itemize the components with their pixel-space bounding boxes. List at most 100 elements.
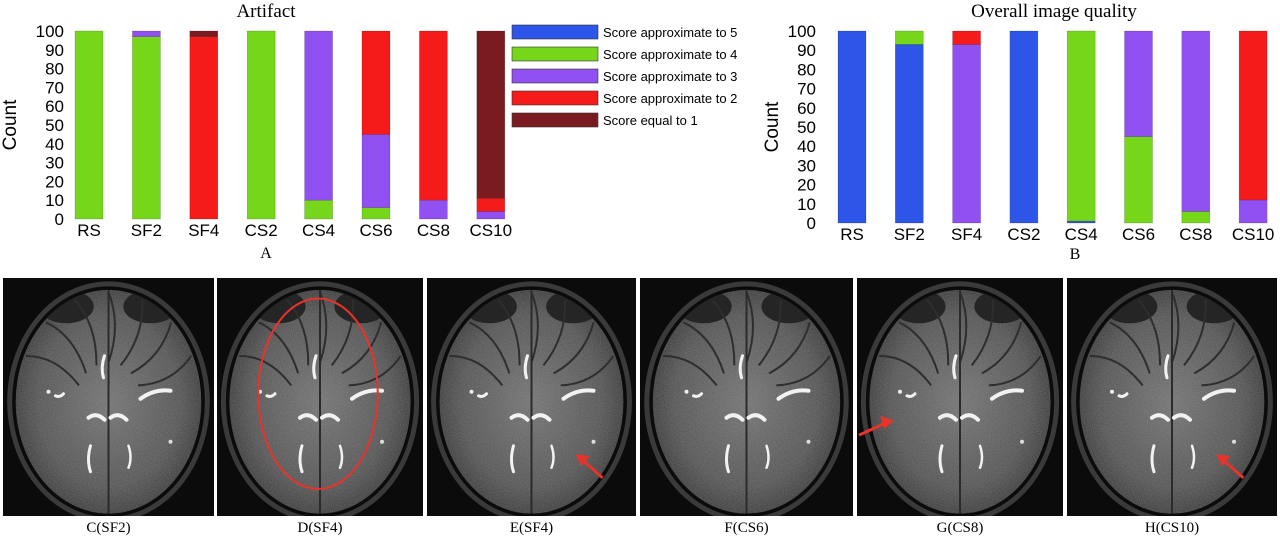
y-tick-label: 70 [797, 80, 816, 99]
legend-swatch [511, 68, 599, 84]
scalp-outline [7, 281, 210, 516]
charts-area: Artifact Count 0 10 20 30 40 50 60 70 80 90 100 RS SF2… [0, 1, 1274, 263]
bar-segment-score5 [837, 30, 867, 224]
scalp-outline [860, 281, 1060, 516]
y-axis-label: Count [0, 99, 21, 150]
legend-swatch [511, 46, 599, 62]
bar-segment-score4 [304, 199, 333, 220]
image-caption: D(SF4) [297, 520, 343, 536]
brain-tissue [652, 289, 841, 514]
x-tick-label: CS10 [470, 221, 513, 240]
x-tick-label: CS8 [417, 221, 450, 240]
y-tick-label: 70 [45, 78, 64, 97]
brain-mra-image [640, 278, 853, 516]
y-tick-label: 30 [797, 156, 816, 175]
bar-segment-score3 [132, 30, 161, 37]
y-tick-label: 100 [36, 22, 64, 41]
legend-swatch [511, 112, 599, 128]
scalp-outline [220, 281, 420, 516]
bright-vessels [898, 354, 1024, 474]
panel-label: A [260, 245, 272, 262]
bar-segment-score3 [1124, 30, 1153, 137]
y-tick-label: 40 [797, 137, 816, 156]
bar-segment-score3 [419, 199, 448, 220]
bar-segment-score2 [361, 30, 391, 135]
y-tick-label: 80 [45, 60, 64, 79]
image-caption: C(SF2) [86, 520, 131, 536]
brain-mra-image [3, 278, 214, 516]
chart-title: Artifact [236, 1, 296, 22]
panel-label: B [1070, 246, 1081, 263]
bar-segment-score2 [189, 36, 219, 220]
x-tick-label: SF2 [894, 225, 925, 244]
bar-segment-score3 [1238, 199, 1268, 224]
brain-tissue [869, 289, 1051, 514]
x-tick-label: CS10 [1232, 225, 1275, 244]
bar-segment-score4 [246, 30, 276, 220]
bar-segment-score3 [1181, 30, 1211, 212]
image-caption: G(CS8) [936, 520, 984, 536]
image-panel-h: H(CS10) [1067, 278, 1277, 544]
y-tick-label: 10 [797, 195, 816, 214]
chart-title: Overall image quality [971, 1, 1137, 22]
bar-segment-score3 [304, 30, 333, 201]
y-tick-label: 20 [797, 176, 816, 195]
x-tick-label: CS2 [245, 221, 278, 240]
y-tick-label: 90 [797, 41, 816, 60]
image-panel-f: F(CS6) [640, 278, 853, 544]
x-tick-label: SF4 [951, 225, 982, 244]
bright-vessels [684, 354, 811, 474]
y-tick-label: 50 [45, 116, 64, 135]
x-tick-label: CS2 [1007, 225, 1040, 244]
bar-segment-score4 [1124, 136, 1153, 224]
bar-segment-score1 [476, 30, 506, 199]
x-tick-label: RS [840, 225, 864, 244]
y-tick-label: 90 [45, 41, 64, 60]
y-axis-label: Count [762, 101, 783, 152]
x-tick-label: CS4 [1065, 225, 1098, 244]
image-panel-c: C(SF2) [3, 278, 214, 544]
x-tick-label: SF4 [188, 221, 219, 240]
bright-vessels [469, 354, 596, 474]
bar-segment-score3 [952, 44, 981, 224]
y-tick-label: 100 [788, 22, 816, 41]
image-caption: H(CS10) [1144, 520, 1200, 536]
x-tick-label: CS4 [302, 221, 335, 240]
chart-overall-image-quality: Overall image quality Count 01020304050607… [762, 1, 1274, 263]
image-panel-g: G(CS8) [857, 278, 1063, 544]
y-tick-label: 40 [45, 135, 64, 154]
mra-image-row: C(SF2) D(SF4) E(SF4) F(CS6) G(CS8) H(CS1… [0, 278, 1280, 544]
y-tick-label: 60 [797, 99, 816, 118]
bar-segment-score2 [476, 198, 506, 212]
bar-segment-score4 [1066, 30, 1096, 222]
bar-segment-score4 [894, 30, 924, 45]
legend-swatch [511, 24, 599, 40]
brain-mra-image [217, 278, 423, 516]
bar-segment-score2 [952, 30, 981, 45]
y-tick-label: 80 [797, 60, 816, 79]
y-tick-label: 50 [797, 118, 816, 137]
bright-vessels [46, 354, 173, 474]
brain-tissue [15, 289, 202, 514]
image-caption: F(CS6) [724, 520, 769, 536]
bar-segment-score4 [132, 36, 161, 220]
image-panel-e: E(SF4) [427, 278, 636, 544]
bar-segment-score1 [189, 30, 219, 37]
red-arrow-icon [575, 454, 604, 480]
x-tick-label: CS6 [1122, 225, 1155, 244]
scalp-outline [1071, 281, 1273, 516]
legend-label: Score approximate to 3 [603, 69, 737, 84]
bar-segment-score2 [1238, 30, 1268, 201]
y-tick-label: 60 [45, 97, 64, 116]
bar-segment-score2 [419, 30, 448, 201]
chart-legend: Score approximate to 5 Score approximate … [511, 24, 737, 128]
red-arrow-icon [1216, 454, 1245, 480]
y-tick-label: 30 [45, 154, 64, 173]
bar-segment-score5 [894, 44, 924, 224]
y-tick-label: 0 [807, 214, 816, 233]
x-tick-label: RS [77, 221, 101, 240]
artifact-ellipse-marker [257, 297, 379, 490]
image-caption: E(SF4) [509, 520, 554, 536]
